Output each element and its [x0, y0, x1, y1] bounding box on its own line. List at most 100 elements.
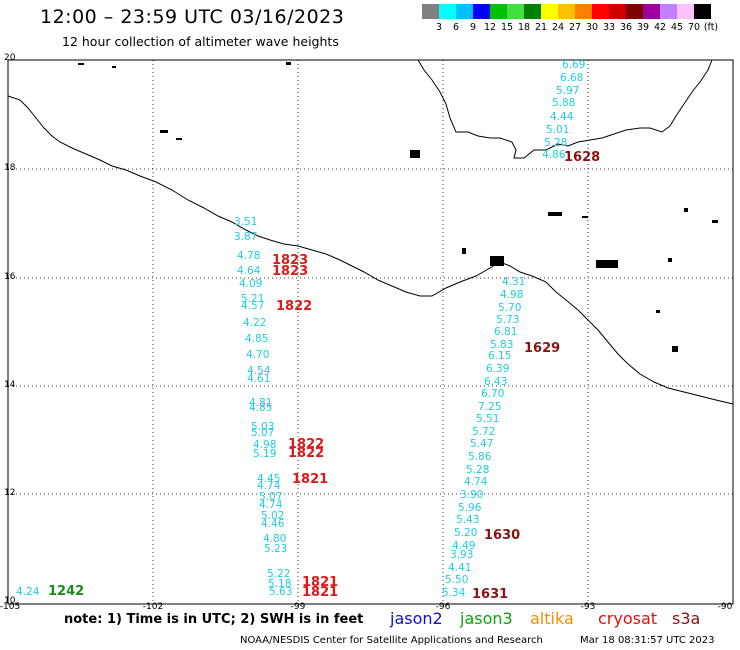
swh-label: 3.87 — [234, 231, 258, 243]
color-scale-label: 42 — [653, 22, 667, 33]
color-scale-label: 18 — [517, 22, 531, 33]
color-scale-label: 21 — [534, 22, 548, 33]
swh-label: 5.22 — [267, 568, 291, 580]
lat-label: 20 — [4, 53, 16, 63]
color-swatch — [507, 4, 524, 19]
color-scale-label: 15 — [500, 22, 514, 33]
swh-label: 4.61 — [247, 373, 271, 385]
color-scale-label: 36 — [619, 22, 633, 33]
swh-label: 3.51 — [234, 216, 258, 228]
legend-s3a: s3a — [672, 609, 701, 628]
swh-label: 4.45 — [257, 473, 281, 485]
time-label: 1823 — [272, 253, 309, 268]
swh-label: 4.41 — [448, 562, 472, 574]
swh-label: 5.63 — [269, 586, 293, 598]
swh-label: 4.46 — [261, 518, 285, 530]
islands — [78, 62, 718, 352]
footer-note: note: 1) Time is in UTC; 2) SWH is in fe… — [64, 612, 364, 627]
time-label: 1821 — [302, 585, 339, 600]
swh-label: 6.39 — [486, 363, 510, 375]
swh-label: 5.01 — [546, 124, 570, 136]
swh-label: 6.70 — [481, 388, 505, 400]
color-swatch — [694, 4, 711, 19]
time-label: 1822 — [276, 299, 313, 314]
swh-label: 7.25 — [478, 401, 502, 413]
swh-label: 4.22 — [243, 317, 267, 329]
lon-label: -90 — [717, 602, 733, 612]
color-swatch — [660, 4, 677, 19]
color-scale-label: 3 — [435, 22, 443, 33]
credit-line: NOAA/NESDIS Center for Satellite Applica… — [240, 635, 543, 646]
swh-label: 4.85 — [249, 402, 273, 414]
map-frame — [7, 59, 734, 605]
swh-label: 5.19 — [253, 448, 277, 460]
swh-label: 3.90 — [460, 489, 484, 501]
time-label: 1630 — [484, 528, 521, 543]
render-timestamp: Mar 18 08:31:57 UTC 2023 — [580, 635, 715, 646]
swh-label: 5.20 — [454, 527, 478, 539]
swh-label: 4.09 — [239, 278, 263, 290]
swh-label: 4.54 — [247, 365, 271, 377]
color-scale-label: (ft) — [703, 22, 719, 33]
color-scale-label: 27 — [568, 22, 582, 33]
map-title: 12:00 – 23:59 UTC 03/16/2023 — [40, 6, 345, 28]
color-swatch — [558, 4, 575, 19]
swh-label: 4.86 — [542, 149, 566, 161]
swh-label: 4.64 — [237, 265, 261, 277]
swh-label: 4.85 — [245, 333, 269, 345]
swh-label: 5.03 — [251, 421, 275, 433]
lat-label: 12 — [4, 488, 16, 498]
swh-label: 6.43 — [484, 376, 508, 388]
swh-label: 5.28 — [544, 137, 568, 149]
swh-label: 4.80 — [263, 533, 287, 545]
time-label: 1822 — [288, 446, 325, 461]
swh-label: 5.02 — [261, 510, 285, 522]
swh-label: 5.28 — [466, 464, 490, 476]
swh-label: 6.68 — [560, 72, 584, 84]
lat-label: 14 — [4, 380, 16, 390]
lon-label: -102 — [142, 602, 164, 612]
swh-label: 4.31 — [502, 276, 526, 288]
color-swatch — [473, 4, 490, 19]
time-label: 1631 — [472, 587, 509, 602]
swh-label: 5.43 — [456, 514, 480, 526]
swh-label: 4.24 — [16, 586, 40, 598]
swh-label: 5.70 — [498, 302, 522, 314]
color-scale-label: 9 — [469, 22, 477, 33]
swh-label: 5.07 — [251, 427, 275, 439]
swh-label: 5.21 — [241, 293, 265, 305]
swh-label: 4.44 — [550, 111, 574, 123]
time-label: 1823 — [272, 264, 309, 279]
legend-jason2: jason2 — [390, 609, 443, 628]
legend-cryosat: cryosat — [598, 609, 658, 628]
swh-label: 4.98 — [500, 289, 524, 301]
color-swatch — [541, 4, 558, 19]
legend-jason3: jason3 — [460, 609, 513, 628]
swh-label: 5.07 — [259, 491, 283, 503]
swh-label: 4.57 — [241, 300, 265, 312]
swh-label: 4.81 — [249, 397, 273, 409]
swh-label: 5.97 — [556, 85, 580, 97]
lon-label: -99 — [290, 602, 306, 612]
color-scale-label: 39 — [636, 22, 650, 33]
color-scale-label: 6 — [452, 22, 460, 33]
swh-label: 4.74 — [464, 476, 488, 488]
time-label: 1628 — [564, 150, 601, 165]
color-scale-label: 12 — [483, 22, 497, 33]
lat-label: 10 — [4, 596, 16, 606]
swh-label: 5.51 — [476, 413, 500, 425]
lon-label: -93 — [580, 602, 596, 612]
color-scale-label: 33 — [602, 22, 616, 33]
color-scale-label: 45 — [670, 22, 684, 33]
lon-label: -105 — [0, 602, 21, 612]
time-label: 1822 — [288, 437, 325, 452]
swh-label: 5.83 — [490, 339, 514, 351]
swh-label: 4.74 — [259, 499, 283, 511]
lat-label: 16 — [4, 272, 16, 282]
color-swatch — [643, 4, 660, 19]
color-swatch — [677, 4, 694, 19]
swh-label: 5.88 — [552, 97, 576, 109]
swh-label: 6.15 — [488, 350, 512, 362]
